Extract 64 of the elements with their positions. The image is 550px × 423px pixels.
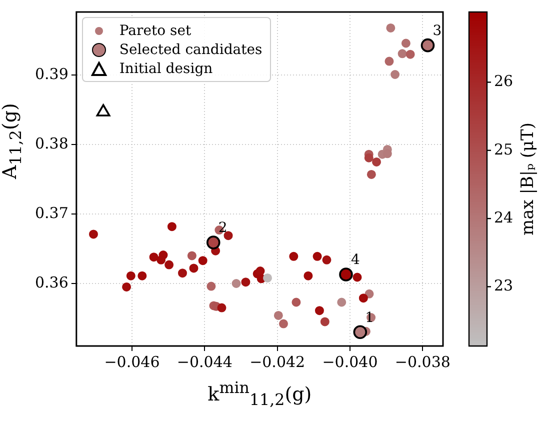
legend-label: Selected candidates xyxy=(119,42,262,58)
x-tick-label: −0.038 xyxy=(394,352,450,371)
point xyxy=(164,260,174,270)
point xyxy=(312,252,322,261)
point xyxy=(232,279,241,288)
point xyxy=(88,230,98,239)
annotation: 2 xyxy=(218,220,228,236)
point xyxy=(156,255,166,264)
point xyxy=(274,310,283,320)
point xyxy=(198,256,208,266)
color-bar-label: 25 xyxy=(494,140,514,158)
point xyxy=(339,268,353,282)
point xyxy=(406,50,415,59)
point xyxy=(224,231,233,240)
point xyxy=(289,252,298,261)
point xyxy=(320,317,330,326)
annotation: 3 xyxy=(432,22,442,39)
point xyxy=(263,273,272,282)
point xyxy=(384,56,394,66)
point xyxy=(304,271,313,280)
point xyxy=(358,294,368,303)
point xyxy=(178,268,187,278)
point xyxy=(353,325,368,340)
point xyxy=(314,306,324,316)
annotation: 4 xyxy=(350,252,360,268)
color-bar-title: max |B|ₚ (μT) xyxy=(518,122,538,236)
x-tick-label: −0.040 xyxy=(322,352,378,371)
x-axis-title: k$^{min}$$_{11,2}$(g) xyxy=(206,378,313,410)
point xyxy=(126,271,136,280)
point xyxy=(322,255,332,264)
point xyxy=(122,282,132,292)
point xyxy=(352,272,362,282)
point xyxy=(420,38,435,52)
y-tick-label: 0.37 xyxy=(34,204,68,222)
point xyxy=(241,278,250,287)
point xyxy=(187,251,196,260)
point xyxy=(206,282,216,291)
point xyxy=(167,222,176,232)
point xyxy=(217,303,226,312)
legend-label: Pareto set xyxy=(119,22,192,38)
x-tick-label: −0.042 xyxy=(250,352,306,371)
y-tick-label: 0.38 xyxy=(34,134,68,153)
point xyxy=(292,298,301,307)
point xyxy=(364,153,374,162)
point xyxy=(386,23,396,32)
point xyxy=(337,298,346,307)
point xyxy=(366,170,376,179)
point xyxy=(398,49,407,58)
point xyxy=(279,319,288,328)
point xyxy=(189,264,198,273)
point xyxy=(149,252,158,262)
y-tick-label: 0.36 xyxy=(34,273,68,292)
annotation: 1 xyxy=(365,310,374,326)
point xyxy=(206,236,220,250)
point xyxy=(401,38,410,48)
y-tick-label: 0.39 xyxy=(34,65,68,84)
legend-label: Initial design xyxy=(119,60,213,76)
x-tick-label: −0.046 xyxy=(104,352,160,371)
point xyxy=(138,271,147,280)
color-bar-label: 24 xyxy=(494,208,514,226)
point xyxy=(372,157,382,166)
color-bar-label: 23 xyxy=(494,276,514,295)
color-bar-label: 26 xyxy=(494,72,514,90)
x-tick-label: −0.044 xyxy=(176,352,232,371)
